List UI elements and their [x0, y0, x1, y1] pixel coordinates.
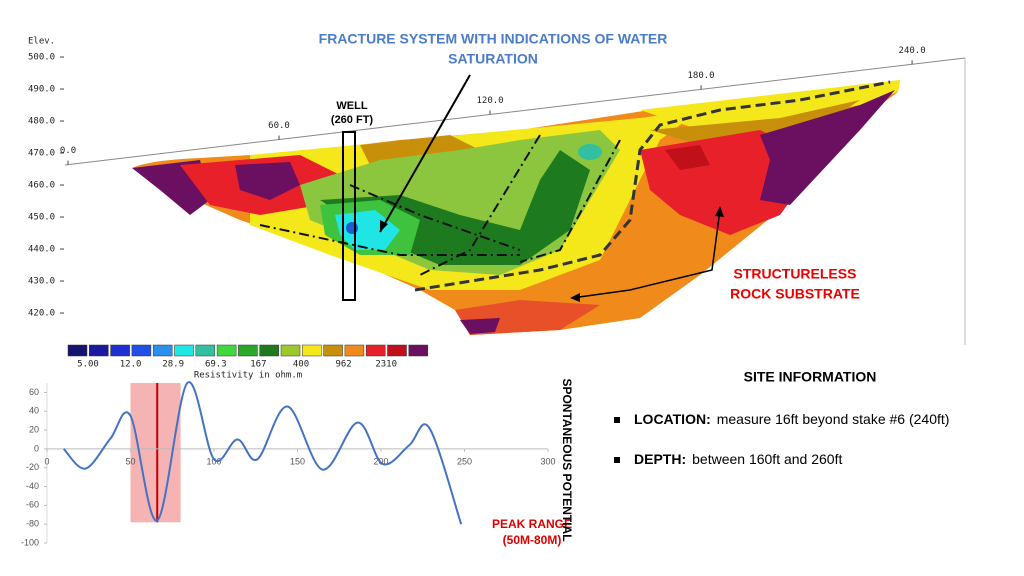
legend-swatch [89, 344, 109, 357]
legend-title: Resistivity in ohm.m [194, 371, 302, 381]
site-info-label: LOCATION: [634, 411, 711, 427]
fracture-line [349, 184, 521, 251]
legend-label: 69.3 [205, 360, 227, 370]
y-tick-label: 40 [29, 406, 39, 416]
annotation: (50M-80M) [503, 533, 562, 547]
y-tick-label: 0 [34, 443, 39, 453]
legend-label: 962 [335, 360, 351, 370]
legend-swatch [174, 344, 194, 357]
elev-tick-label: 460.0 [28, 181, 55, 191]
bullet [614, 457, 620, 463]
well [342, 131, 356, 301]
zone [760, 90, 895, 205]
zone [578, 144, 602, 160]
arrowhead [380, 220, 388, 232]
legend-swatch [408, 344, 429, 357]
dist-tick-label: 0.0 [60, 146, 76, 156]
legend-swatch [387, 344, 407, 357]
zone [460, 318, 500, 334]
arrowhead [715, 206, 724, 217]
legend-swatch [302, 344, 322, 357]
dist-tick-label: 240.0 [899, 46, 926, 56]
site-info-item: LOCATION: measure 16ft beyond stake #6 (2… [634, 411, 949, 427]
y-tick-label: -100 [21, 537, 39, 547]
site-info-text: measure 16ft beyond stake #6 (240ft) [717, 411, 950, 427]
dist-tick-label: 120.0 [476, 96, 503, 106]
elev-tick-label: 480.0 [28, 117, 55, 127]
boundary-line [414, 80, 891, 292]
legend-swatch [323, 344, 343, 357]
substrate-label: STRUCTURELESS [734, 266, 857, 282]
elev-tick-label: 470.0 [28, 149, 55, 159]
y-axis-title: SPONTANEOUS POTENTIAL [560, 378, 574, 541]
well-label: (260 FT) [331, 114, 374, 126]
annotation: PEAK RANGE [492, 517, 572, 531]
x-tick-label: 100 [206, 456, 221, 466]
site-info-text: between 160ft and 260ft [692, 451, 842, 467]
legend-swatch [131, 344, 152, 357]
resistivity-section [64, 57, 966, 345]
legend-swatch [259, 344, 279, 357]
arrow [571, 209, 721, 299]
x-tick-label: 0 [44, 456, 49, 466]
legend-swatch [110, 344, 130, 357]
sp-line [62, 381, 463, 525]
legend-label: 28.9 [162, 360, 184, 370]
title-line: SATURATION [448, 51, 538, 67]
fracture-line [419, 134, 541, 276]
site-info-label: DEPTH: [634, 451, 686, 467]
title-line: FRACTURE SYSTEM WITH INDICATIONS OF WATE… [319, 31, 668, 47]
elev-label: Elev. [28, 37, 55, 47]
y-tick-label: -80 [26, 519, 39, 529]
dist-tick-label: 180.0 [688, 71, 715, 81]
legend-swatch [344, 344, 365, 357]
x-tick-label: 250 [457, 456, 472, 466]
legend-label: 12.0 [120, 360, 142, 370]
well-label: WELL [336, 100, 367, 112]
x-tick-label: 300 [540, 456, 555, 466]
elev-tick-label: 450.0 [28, 213, 55, 223]
elev-tick-label: 440.0 [28, 245, 55, 255]
fracture-line [259, 224, 520, 256]
y-tick-label: -40 [26, 481, 39, 491]
arrow [379, 74, 471, 233]
legend-swatch [365, 344, 386, 357]
legend-swatch [216, 344, 237, 357]
y-tick-label: 20 [29, 424, 39, 434]
surface-line [64, 57, 966, 166]
arrowhead [570, 293, 580, 302]
legend-label: 2310 [375, 360, 397, 370]
site-info-title: SITE INFORMATION [744, 369, 877, 385]
zone [665, 145, 710, 170]
zone [346, 222, 358, 234]
zone [335, 210, 400, 250]
x-tick-label: 150 [290, 456, 305, 466]
site-info-item: DEPTH: between 160ft and 260ft [634, 451, 842, 467]
legend-label: 5.00 [77, 360, 99, 370]
y-tick-label: -20 [26, 462, 39, 472]
legend-swatch [195, 344, 216, 357]
legend-swatch [152, 344, 173, 357]
y-tick-label: -60 [26, 500, 39, 510]
x-tick-label: 50 [125, 456, 135, 466]
fracture-line [519, 139, 621, 263]
bullet [614, 417, 620, 423]
elev-tick-label: 500.0 [28, 53, 55, 63]
legend-label: 400 [293, 360, 309, 370]
elev-tick-label: 420.0 [28, 309, 55, 319]
y-tick-label: 60 [29, 387, 39, 397]
elev-tick-label: 430.0 [28, 277, 55, 287]
substrate-label: ROCK SUBSTRATE [730, 286, 860, 302]
legend-swatch [280, 344, 301, 357]
legend-swatch [67, 344, 88, 357]
zone [235, 162, 300, 200]
legend-swatch [238, 344, 258, 357]
legend-label: 167 [250, 360, 266, 370]
elev-tick-label: 490.0 [28, 85, 55, 95]
dist-tick-label: 60.0 [268, 121, 290, 131]
